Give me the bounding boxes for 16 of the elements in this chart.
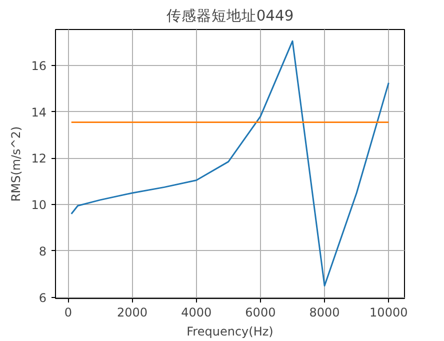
x-tick-label: 10000: [370, 306, 408, 320]
x-tick-label: 6000: [245, 306, 276, 320]
y-tick-label: 10: [31, 198, 47, 212]
y-tick-label: 14: [31, 105, 47, 120]
x-tick-label: 4000: [181, 306, 212, 320]
y-axis-title: RMS(m/s^2): [9, 126, 24, 202]
y-tick-label: 8: [38, 244, 47, 258]
x-axis-title: Frequency(Hz): [186, 324, 274, 338]
y-tick-label: 12: [31, 152, 47, 166]
x-tick-label: 0: [64, 306, 72, 320]
x-tick-label: 8000: [309, 306, 340, 320]
y-tick-label: 16: [31, 58, 47, 73]
line-series: [70, 40, 390, 286]
chart-title: 传感器短地址0449: [166, 8, 294, 24]
x-tick-label: 2000: [116, 306, 148, 320]
y-tick-label: 6: [38, 290, 47, 305]
